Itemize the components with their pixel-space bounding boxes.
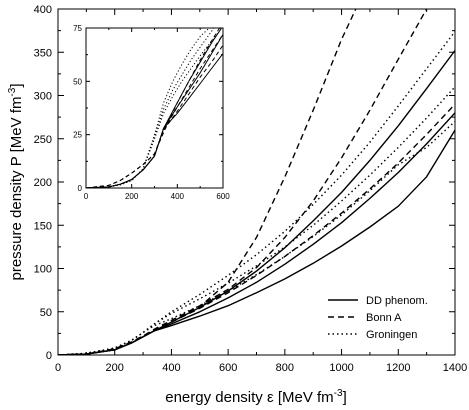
main-x-tick-label: 1200 — [386, 362, 410, 374]
inset-x-tick-label: 0 — [84, 192, 89, 201]
inset-y-tick-label: 75 — [73, 24, 82, 33]
inset-x-tick-label: 400 — [171, 192, 185, 201]
inset-series-dashed-5 — [86, 44, 223, 188]
legend: DD phenom. Bonn A Groningen — [328, 295, 428, 341]
main-x-tick-label: 600 — [219, 362, 237, 374]
legend-label-groningen: Groningen — [366, 329, 417, 341]
legend-label-dd-phenom: DD phenom. — [366, 295, 428, 307]
main-x-tick-label: 0 — [55, 362, 61, 374]
main-axis-ticks: 0 200 400 600 800 1000 1200 1400050100150200250… — [34, 4, 468, 374]
inset-x-tick-label: 600 — [216, 192, 230, 201]
inset-series-dotted-6 — [86, 28, 210, 188]
main-y-tick-label: 300 — [34, 91, 52, 103]
main-x-tick-label: 1000 — [329, 362, 353, 374]
main-y-tick-label: 250 — [34, 134, 52, 146]
inset-series-dotted-8 — [86, 31, 219, 188]
main-y-tick-label: 400 — [34, 4, 52, 16]
main-x-tick-label: 1400 — [443, 362, 467, 374]
main-series-group — [58, 9, 455, 355]
legend-label-bonn-a: Bonn A — [366, 312, 402, 324]
y-axis-title: pressure density P [MeV fm-3] — [7, 83, 25, 280]
main-x-tick-label: 800 — [276, 362, 294, 374]
x-axis-title: energy density ε [MeV fm-3] — [165, 388, 347, 406]
inset-series-group — [86, 28, 223, 188]
inset-y-tick-label: 25 — [73, 131, 82, 140]
main-y-tick-label: 100 — [34, 264, 52, 276]
main-x-tick-label: 400 — [162, 362, 180, 374]
inset-x-tick-label: 200 — [125, 192, 139, 201]
main-x-tick-label: 200 — [106, 362, 124, 374]
main-y-tick-label: 50 — [40, 307, 52, 319]
main-y-tick-label: 150 — [34, 220, 52, 232]
inset-y-tick-label: 0 — [78, 184, 83, 193]
main-series-dashed-5 — [58, 103, 455, 355]
inset-y-tick-label: 50 — [73, 77, 82, 86]
main-y-tick-label: 350 — [34, 47, 52, 59]
inset-plot-frame — [85, 27, 224, 189]
main-series-solid-2 — [58, 50, 455, 355]
main-y-tick-label: 200 — [34, 177, 52, 189]
main-y-tick-label: 0 — [46, 350, 52, 362]
